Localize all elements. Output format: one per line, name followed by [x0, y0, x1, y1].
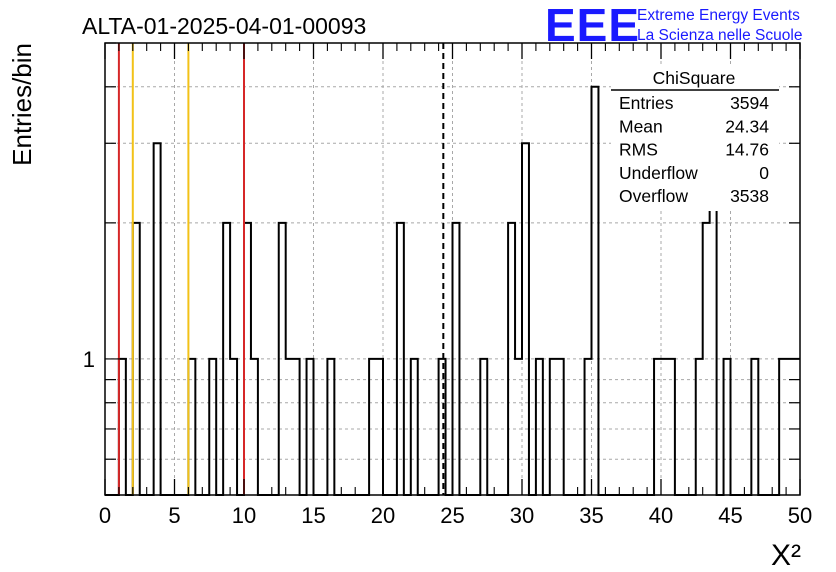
- x-tick-label: 45: [718, 503, 742, 528]
- x-tick-label: 15: [301, 503, 325, 528]
- x-tick-label: 35: [579, 503, 603, 528]
- reference-lines: [117, 43, 445, 495]
- x-tick-label: 40: [649, 503, 673, 528]
- x-axis-label: X²: [771, 539, 801, 572]
- grid: [105, 43, 800, 495]
- brand-line-1: Extreme Energy Events: [637, 7, 800, 24]
- x-tick-label: 25: [440, 503, 464, 528]
- histogram-bin: [592, 87, 599, 495]
- stats-label: Mean: [619, 116, 663, 136]
- y-tick-labels: 1: [83, 347, 95, 372]
- stats-label: Underflow: [619, 163, 698, 183]
- stats-value: 3538: [730, 186, 769, 206]
- x-tick-labels: 0 5 10 15 20 25 30 35 40 45 50: [99, 503, 812, 528]
- stats-value: 24.34: [725, 116, 769, 136]
- histogram-bin: [154, 143, 161, 495]
- stats-label: RMS: [619, 140, 658, 160]
- stats-label: Overflow: [619, 186, 688, 206]
- stats-value: 0: [759, 163, 769, 183]
- stats-value: 14.76: [725, 140, 769, 160]
- x-tick-label: 10: [232, 503, 256, 528]
- stats-title: ChiSquare: [653, 68, 736, 88]
- x-tick-label: 5: [168, 503, 180, 528]
- stats-value: 3594: [730, 93, 769, 113]
- histogram-bin: [522, 143, 529, 495]
- stats-label: Entries: [619, 93, 674, 113]
- x-tick-label: 20: [371, 503, 395, 528]
- brand-line-2: La Scienza nelle Scuole: [637, 27, 802, 44]
- x-tick-label: 0: [99, 503, 111, 528]
- x-tick-label: 30: [510, 503, 534, 528]
- axis-ticks: [104, 42, 801, 495]
- stats-box: ChiSquare Entries 3594 Mean 24.34 RMS 14.76 Un…: [611, 64, 779, 211]
- run-title: ALTA-01-2025-04-01-00093: [82, 13, 366, 39]
- x-tick-label: 50: [788, 503, 812, 528]
- y-axis-label: Entries/bin: [7, 43, 37, 166]
- y-tick-label: 1: [83, 347, 95, 372]
